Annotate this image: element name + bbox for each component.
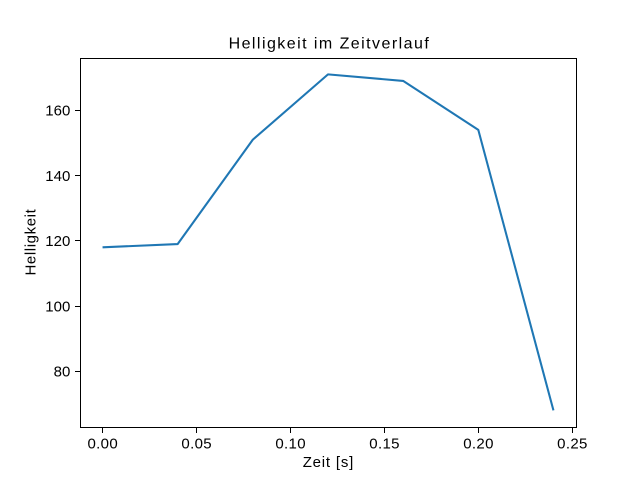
svg-text:100: 100	[45, 298, 70, 315]
svg-text:160: 160	[45, 103, 70, 120]
svg-text:0.20: 0.20	[463, 435, 494, 452]
svg-text:0.25: 0.25	[557, 435, 588, 452]
svg-text:Helligkeit: Helligkeit	[22, 208, 39, 275]
svg-text:0.05: 0.05	[181, 435, 212, 452]
svg-text:0.15: 0.15	[369, 435, 400, 452]
svg-text:80: 80	[54, 364, 71, 381]
svg-text:120: 120	[45, 233, 70, 250]
svg-text:140: 140	[45, 168, 70, 185]
svg-text:Zeit [s]: Zeit [s]	[303, 454, 354, 471]
svg-text:0.00: 0.00	[87, 435, 118, 452]
svg-text:Helligkeit im Zeitverlauf: Helligkeit im Zeitverlauf	[229, 35, 431, 52]
svg-text:0.10: 0.10	[275, 435, 306, 452]
